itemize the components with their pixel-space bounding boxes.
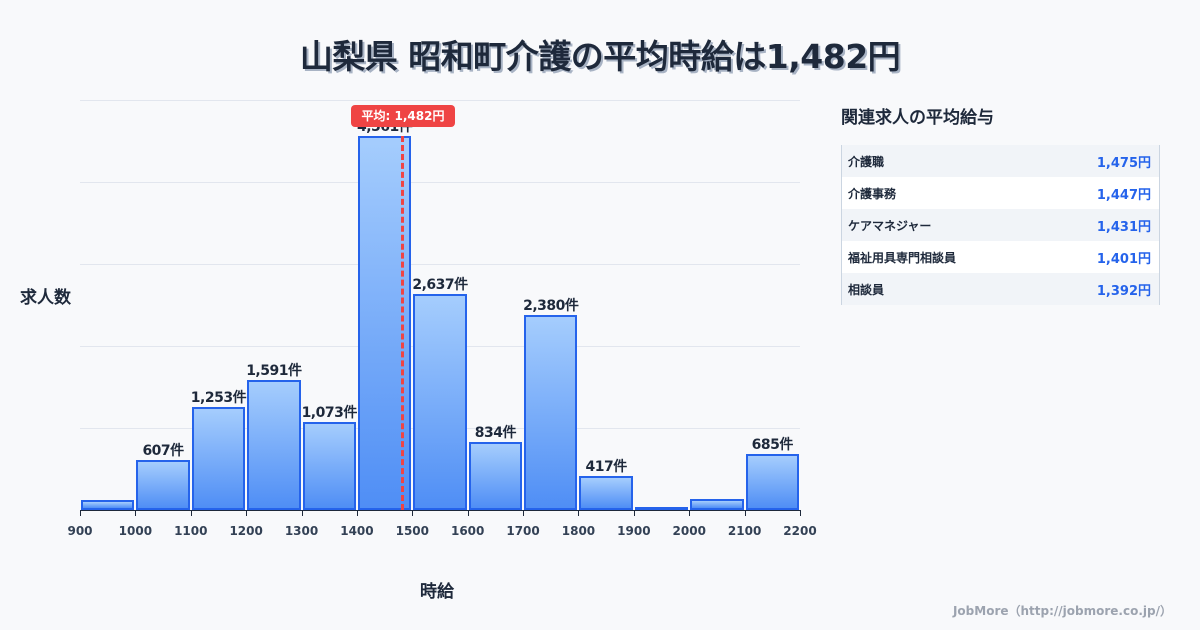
y-axis-label: 求人数 [20,288,71,308]
page-title: 山梨県 昭和町介護の平均時給は1,482円 [299,37,901,76]
job-name: ケアマネジャー [848,218,932,233]
histogram-bar [745,453,799,510]
gridline [80,264,800,265]
x-tick-label: 1500 [395,524,429,538]
gridline [80,100,800,101]
x-tick [246,510,248,516]
histogram-bar [81,500,135,510]
job-name: 介護職 [848,154,885,169]
x-tick-label: 1400 [340,524,374,538]
x-tick [356,510,358,516]
mean-line [401,136,404,510]
x-tick [301,510,303,516]
job-wage: 1,447円 [1096,187,1151,203]
job-wage: 1,392円 [1096,283,1151,299]
related-job-row: 福祉用具専門相談員 1,401円 [842,241,1159,273]
bar-value-label: 607件 [142,443,184,460]
x-tick-label: 2200 [783,524,817,538]
x-tick-label: 900 [67,524,93,538]
job-wage: 1,401円 [1096,251,1151,267]
x-tick [190,510,192,516]
bar-value-label: 834件 [474,424,517,441]
x-axis [80,510,800,511]
job-wage: 1,431円 [1096,219,1151,235]
x-tick-label: 1200 [229,524,263,538]
x-tick [578,510,580,516]
bar-value-label: 685件 [751,436,794,453]
x-tick [467,510,469,516]
x-tick-label: 1700 [506,524,540,538]
x-tick [523,510,525,516]
x-tick [135,510,137,516]
related-jobs-table: 介護職 1,475円 介護事務 1,447円 ケアマネジャー 1,431円 福祉… [841,145,1160,305]
x-tick-label: 2000 [672,524,706,538]
histogram-bar [524,314,578,510]
histogram-bar [413,293,467,510]
x-tick-label: 1100 [174,524,208,538]
histogram-bar [247,379,301,510]
job-wage: 1,475円 [1096,155,1151,171]
related-job-row: 相談員 1,392円 [842,273,1159,305]
x-tick [744,510,746,516]
related-job-row: 介護職 1,475円 [842,145,1159,177]
histogram-bar [690,499,744,510]
bar-value-label: 2,637件 [412,276,468,293]
x-tick-label: 1000 [118,524,153,538]
bar-value-label: 1,073件 [301,405,358,421]
x-tick-label: 1300 [284,524,319,538]
x-tick-label: 2100 [727,524,762,538]
histogram-chart: 607件1,253件1,591件1,073件4,561件2,637件834件2,… [20,100,817,602]
x-axis-label: 時給 [420,582,454,602]
job-name: 相談員 [848,282,885,297]
mean-badge: 平均: 1,482円 [351,105,455,127]
histogram-bar [191,407,246,510]
x-tick [800,510,801,516]
gridline [80,182,800,183]
x-tick-label: 1600 [450,524,485,538]
x-tick [689,510,691,516]
histogram-bar [579,475,633,510]
histogram-bar [468,441,523,510]
histogram-bar [136,460,190,510]
related-jobs-title: 関連求人の平均給与 [841,108,994,128]
bar-value-label: 2,380件 [523,297,579,314]
job-name: 福祉用具専門相談員 [848,250,957,265]
x-tick [633,510,635,516]
histogram-bar [302,422,356,510]
bar-value-label: 417件 [585,458,628,475]
related-job-row: ケアマネジャー 1,431円 [842,209,1159,241]
bar-value-label: 1,253件 [190,390,247,407]
x-tick [80,510,81,516]
x-tick-label: 1900 [617,524,651,538]
related-job-row: 介護事務 1,447円 [842,177,1159,209]
bar-value-label: 1,591件 [246,362,302,379]
x-tick-label: 1800 [561,524,596,538]
x-tick [412,510,414,516]
footer-credit: JobMore（http://jobmore.co.jp/） [952,604,1172,618]
job-name: 介護事務 [848,186,897,201]
